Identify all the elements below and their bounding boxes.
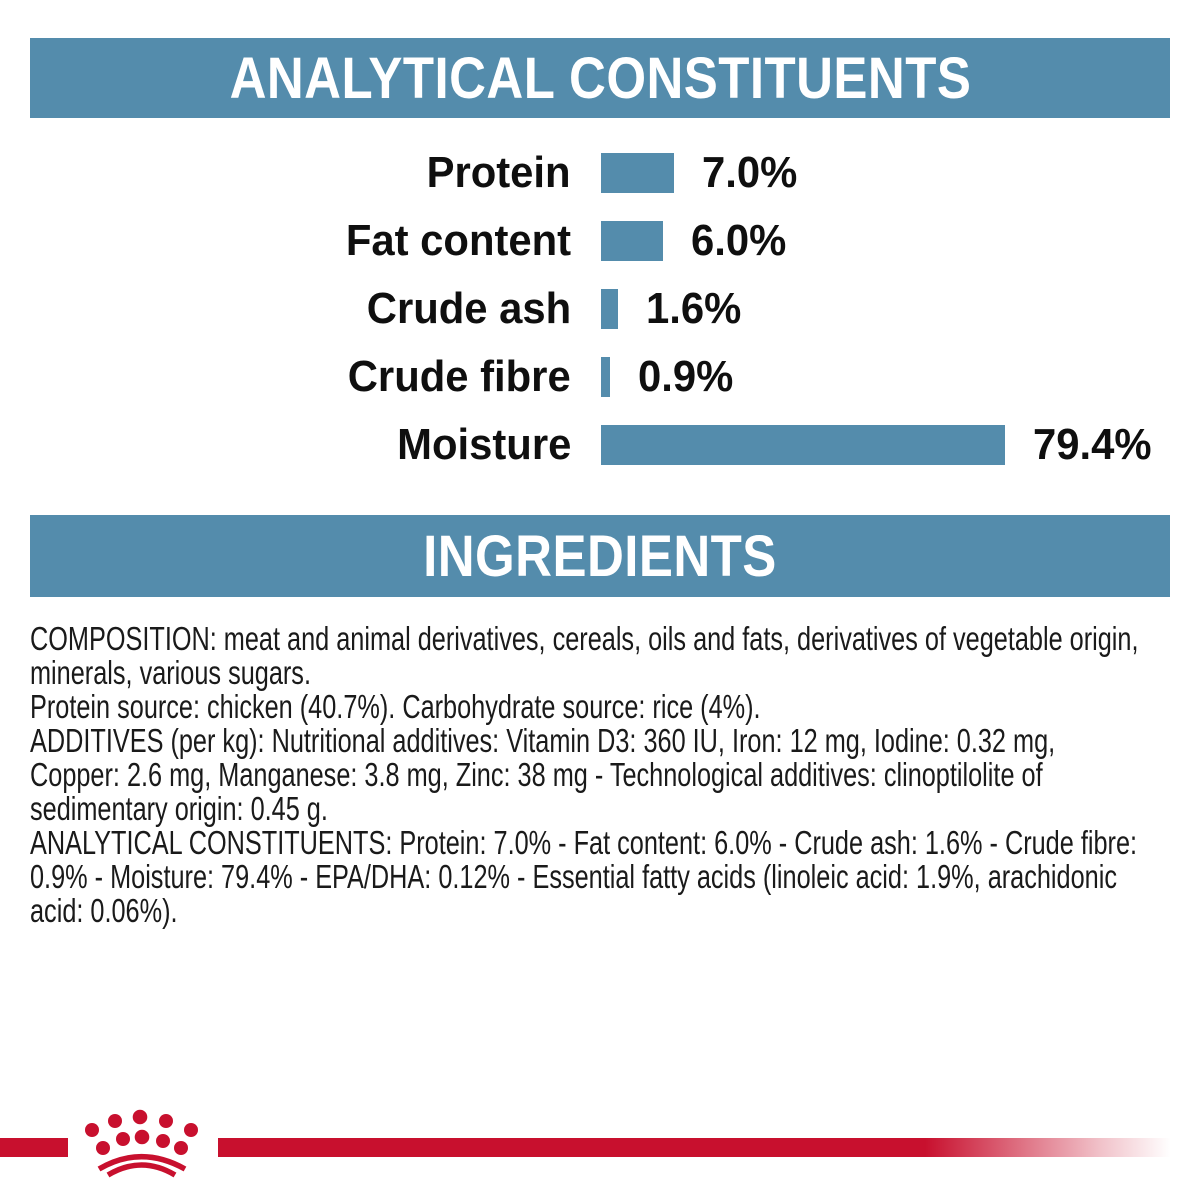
constituent-label: Protein	[427, 148, 571, 197]
crown-gems	[85, 1109, 198, 1155]
constituents-chart: Protein 7.0% Fat content 6.0% Crude ash …	[30, 148, 1170, 493]
constituent-value: 79.4%	[1033, 420, 1152, 469]
analytical-constituents-title: ANALYTICAL CONSTITUENTS	[229, 45, 971, 111]
ingredients-paragraph: Protein source: chicken (40.7%). Carbohy…	[30, 688, 761, 725]
constituent-bar	[601, 221, 663, 261]
ingredients-paragraph: ANALYTICAL CONSTITUENTS: Protein: 7.0% -…	[30, 824, 1138, 929]
constituent-row: Crude ash 1.6%	[30, 284, 1170, 333]
footer-red-line-left	[0, 1138, 68, 1157]
ingredients-paragraph: COMPOSITION: meat and animal derivatives…	[30, 620, 1139, 691]
crown-band-outer	[97, 1153, 187, 1172]
constituent-label: Crude ash	[366, 284, 571, 333]
ingredients-paragraph: ADDITIVES (per kg): Nutritional additive…	[30, 722, 1056, 827]
crown-band-inner	[106, 1162, 177, 1178]
constituent-bar	[601, 357, 610, 397]
constituent-row: Moisture 79.4%	[30, 420, 1170, 469]
constituent-label: Crude fibre	[348, 352, 571, 401]
constituent-row: Fat content 6.0%	[30, 216, 1170, 265]
constituent-value: 6.0%	[691, 216, 787, 265]
constituent-row: Crude fibre 0.9%	[30, 352, 1170, 401]
ingredients-paragraphs: COMPOSITION: meat and animal derivatives…	[30, 622, 1141, 928]
constituent-label: Moisture	[396, 420, 571, 469]
constituent-bar	[601, 289, 618, 329]
ingredients-banner: INGREDIENTS	[30, 515, 1170, 597]
constituent-value: 0.9%	[638, 352, 734, 401]
constituent-value: 7.0%	[702, 148, 798, 197]
analytical-constituents-banner: ANALYTICAL CONSTITUENTS	[30, 38, 1170, 118]
constituent-value: 1.6%	[646, 284, 742, 333]
constituent-bar	[601, 425, 1005, 465]
constituent-bar	[601, 153, 674, 193]
constituent-label: Fat content	[345, 216, 571, 265]
royal-canin-crown-logo	[85, 1109, 198, 1178]
constituent-row: Protein 7.0%	[30, 148, 1170, 197]
ingredients-title: INGREDIENTS	[423, 523, 777, 589]
ingredients-text-block: COMPOSITION: meat and animal derivatives…	[30, 622, 1140, 928]
footer-red-line-right	[218, 1138, 1200, 1157]
